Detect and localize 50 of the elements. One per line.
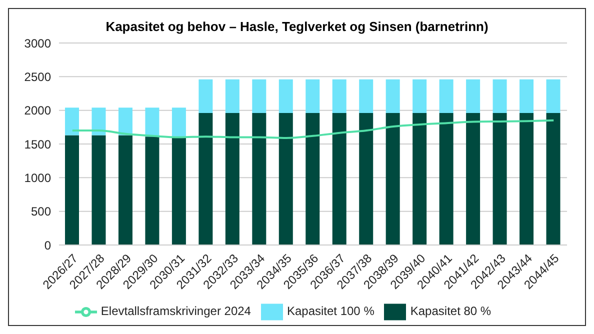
bar [546,113,560,245]
bar [118,135,132,245]
bar [520,113,534,245]
y-tick-label: 1500 [24,137,52,152]
bar [225,113,240,245]
bar [252,79,266,114]
y-tick-label: 0 [44,238,52,252]
bar [198,113,213,245]
bar [65,135,79,245]
bar [172,137,186,245]
y-tick-label: 2500 [24,70,52,84]
y-tick-label: 500 [30,204,52,219]
bar [145,136,160,245]
bar [278,113,293,245]
bar [65,108,79,136]
chart-title: Kapasitet og behov – Hasle, Teglverket og Sinsen (barnetrinn) [104,18,490,36]
legend-label: Elevtallsframskrivinger 2024 [100,304,251,318]
bar [145,108,160,137]
bar [412,113,427,245]
bar [439,79,454,114]
bar [252,113,266,245]
bar [466,79,480,114]
bar [546,79,560,114]
bar [118,108,132,136]
line-series [71,119,555,139]
bar [386,79,400,114]
bar [359,79,374,114]
y-tick-label: 2000 [24,104,52,118]
bar [198,79,213,114]
bar [172,108,186,138]
bar [520,79,534,114]
bar [306,113,320,245]
y-tick-label: 1000 [24,170,52,185]
bar [492,79,507,114]
bar [306,79,320,114]
legend-label: Kapasitet 80 % [410,304,492,318]
bar [278,79,293,114]
bar [359,113,374,245]
bar [92,108,106,136]
bar [225,79,240,114]
bar [386,113,400,245]
bar [439,113,454,245]
y-tick-label: 3000 [24,36,52,50]
bar [332,113,346,245]
bar [492,113,507,245]
bar [332,79,346,114]
bar [92,135,106,245]
legend-label: Kapasitet 100 % [286,304,374,318]
bar [466,113,480,245]
bar [412,79,427,114]
